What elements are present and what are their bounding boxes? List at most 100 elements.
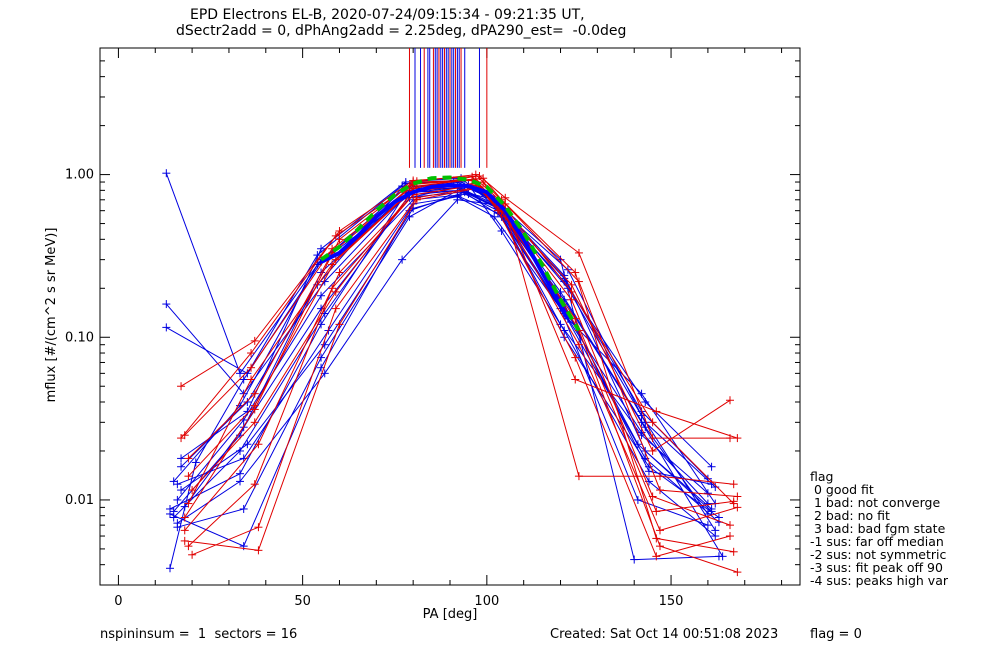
data-point	[177, 434, 186, 443]
fit-curve	[319, 175, 581, 332]
series-line	[191, 183, 738, 573]
data-point	[574, 248, 583, 257]
data-point	[335, 320, 344, 329]
series-line	[173, 189, 709, 526]
series-line	[177, 199, 709, 524]
data-point	[331, 255, 340, 264]
y-axis-label: mflux [#/(cm^2 s sr MeV)]	[44, 228, 59, 403]
chart-title-line1: EPD Electrons EL-B, 2020-07-24/09:15:34 …	[190, 7, 585, 23]
legend-item: 2 bad: no fit	[810, 508, 890, 523]
data-point	[726, 396, 734, 405]
series-line	[180, 175, 730, 439]
data-point	[656, 486, 664, 495]
data-point	[236, 477, 244, 486]
data-point	[574, 277, 583, 286]
data-point	[479, 174, 488, 183]
series-line	[177, 193, 720, 518]
data-point	[648, 418, 657, 427]
data-point	[173, 523, 182, 532]
chart-title-line2: dSectr2add = 0, dPhAng2add = 2.25deg, dP…	[176, 23, 627, 39]
data-point	[652, 552, 661, 561]
data-point	[162, 323, 171, 332]
data-point	[331, 287, 340, 296]
series-line	[173, 181, 712, 512]
data-point	[169, 513, 178, 522]
data-point	[191, 458, 200, 467]
data-point	[247, 363, 256, 372]
legend-item: 0 good fit	[810, 482, 874, 497]
data-point	[574, 472, 583, 481]
data-point	[637, 411, 646, 420]
data-point	[243, 397, 252, 406]
legend-item: -1 sus: far off median	[810, 534, 944, 549]
data-point	[250, 480, 259, 489]
data-point	[243, 440, 252, 449]
data-point	[567, 295, 576, 304]
data-point	[648, 492, 657, 501]
data-point	[567, 287, 576, 296]
x-tick-label: 50	[294, 594, 311, 609]
data-point	[317, 320, 326, 329]
data-point	[328, 284, 337, 293]
data-point	[412, 195, 421, 204]
data-point	[250, 418, 259, 427]
data-point	[398, 255, 407, 264]
data-point	[250, 389, 259, 398]
legend-title: flag	[810, 469, 834, 484]
data-point	[320, 340, 329, 349]
data-point	[188, 486, 197, 495]
data-point	[714, 552, 723, 561]
data-point	[254, 523, 263, 532]
data-point	[471, 170, 480, 179]
data-point	[707, 462, 716, 471]
axis-ticks	[100, 47, 800, 586]
legend-item: 3 bad: bad fgm state	[810, 521, 946, 536]
data-point	[648, 434, 657, 443]
legend-item: -2 sus: not symmetric	[810, 547, 947, 562]
series-line	[184, 178, 738, 439]
fit-curves	[319, 175, 581, 332]
data-point	[633, 495, 642, 504]
data-point	[236, 469, 244, 478]
data-point	[567, 280, 576, 289]
x-tick-label: 0	[114, 594, 122, 609]
series-line	[180, 174, 738, 497]
data-point	[328, 260, 337, 269]
data-point	[571, 353, 580, 362]
footer-spin-info: nspininsum = 1 sectors = 16	[100, 627, 298, 642]
data-point	[733, 568, 742, 577]
data-point	[729, 547, 738, 556]
data-point	[331, 231, 340, 240]
data-point	[236, 369, 244, 378]
data-point	[254, 546, 263, 555]
data-point	[180, 526, 189, 535]
mean-curve	[320, 183, 570, 320]
data-point	[733, 434, 742, 443]
data-point	[641, 397, 650, 406]
series-line	[184, 179, 731, 526]
data-point	[239, 375, 248, 384]
tick-labels: 0 50 100 150 0.01 0.10 1.00	[65, 168, 683, 609]
data-point	[173, 495, 182, 504]
footer-created: Created: Sat Oct 14 00:51:08 2023	[550, 627, 779, 642]
data-point	[571, 268, 580, 277]
data-point	[560, 277, 569, 286]
y-tick-label: 1.00	[65, 168, 94, 183]
data-point	[317, 291, 326, 300]
data-point	[703, 489, 712, 498]
data-point	[184, 542, 193, 551]
data-point	[637, 428, 646, 437]
data-point	[162, 169, 171, 178]
data-point	[177, 486, 186, 495]
data-point	[335, 268, 344, 277]
data-point	[243, 369, 252, 378]
data-point	[733, 503, 742, 512]
flag-legend: flag 0 good fit 1 bad: not converge 2 ba…	[810, 470, 948, 587]
data-point	[177, 454, 186, 463]
data-point	[247, 349, 256, 358]
data-point	[703, 521, 712, 530]
data-series	[162, 169, 742, 577]
series-line	[188, 179, 735, 504]
data-point	[571, 375, 580, 384]
data-point	[726, 532, 734, 541]
